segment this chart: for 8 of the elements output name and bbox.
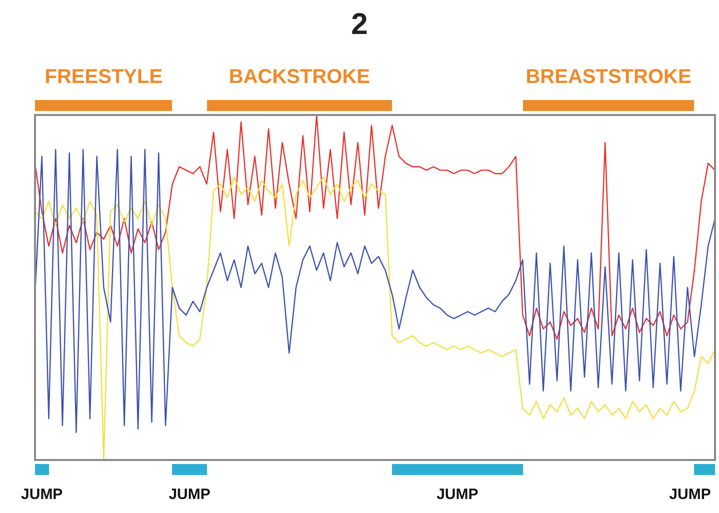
chart-title: 2 [350,8,369,42]
text: JUMP [436,486,478,503]
text: BREASTSTROKE [526,66,692,89]
text: JUMP [168,486,210,503]
text: JUMP [21,486,63,503]
text: JUMP [669,486,711,503]
text: BACKSTROKE [228,66,370,89]
text: FREESTYLE [44,66,163,89]
